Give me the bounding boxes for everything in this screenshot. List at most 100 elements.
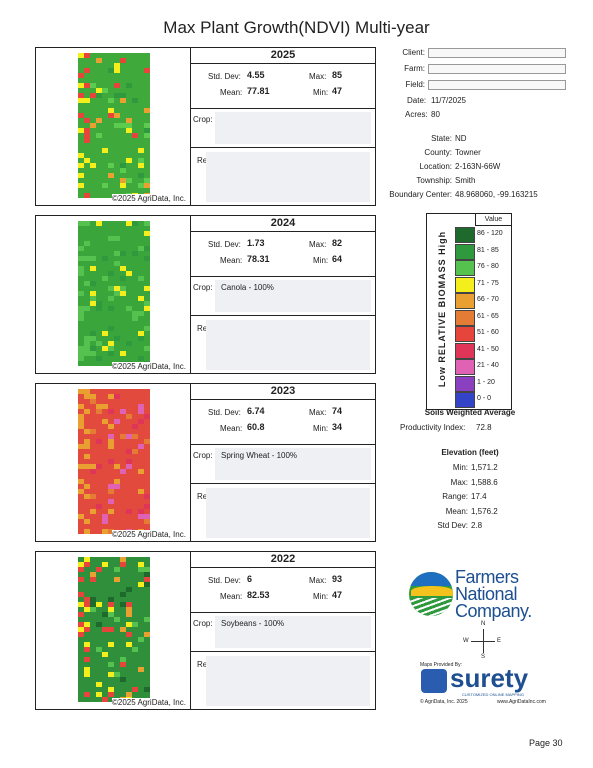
map-copyright: ©2025 AgriData, Inc. (112, 698, 186, 707)
map-cell (108, 306, 114, 311)
map-copyright: ©2025 AgriData, Inc. (112, 362, 186, 371)
map-cell (108, 484, 114, 489)
map-cell (138, 296, 144, 301)
map-cell (78, 113, 84, 118)
map-cell (96, 301, 102, 306)
map-cell (84, 494, 90, 499)
map-cell (102, 148, 108, 153)
map-cell (90, 93, 96, 98)
map-cell (84, 557, 90, 562)
map-cell (108, 444, 114, 449)
legend-range: 21 - 40 (477, 362, 499, 369)
map-cell (84, 158, 90, 163)
map-cell (138, 183, 144, 188)
map-cell (90, 351, 96, 356)
map-cell (114, 672, 120, 677)
elevation-value: 1,576.2 (471, 506, 498, 516)
map-cell (78, 414, 84, 419)
map-cell (102, 404, 108, 409)
map-cell (96, 133, 102, 138)
map-cell (138, 158, 144, 163)
map-copyright: ©2025 AgriData, Inc. (112, 530, 186, 539)
map-cell (90, 429, 96, 434)
map-cell (114, 123, 120, 128)
map-cell (90, 123, 96, 128)
map-cell (120, 592, 126, 597)
year-header: 2022 (191, 552, 375, 568)
map-cell (84, 306, 90, 311)
map-cell (126, 271, 132, 276)
map-cell (120, 562, 126, 567)
map-cell (138, 148, 144, 153)
map-cell (108, 409, 114, 414)
compass-w: W (463, 638, 469, 644)
map-cell (144, 183, 150, 188)
map-cell (138, 409, 144, 414)
map-cell (78, 562, 84, 567)
map-cell (102, 331, 108, 336)
map-cell (126, 459, 132, 464)
mean-label: Mean: (220, 592, 243, 601)
legend-swatch (455, 260, 475, 276)
map-cell (138, 419, 144, 424)
map-cell (144, 582, 150, 587)
map-cell (114, 83, 120, 88)
compass-s: S (481, 654, 486, 660)
map-cell (144, 256, 150, 261)
map-cell (84, 281, 90, 286)
max-value: 82 (332, 238, 343, 248)
legend-range: 41 - 50 (477, 345, 499, 353)
map-cell (78, 183, 84, 188)
mean-value: 60.8 (247, 422, 265, 432)
map-cell (114, 479, 120, 484)
map-cell (84, 657, 90, 662)
map-cell (144, 178, 150, 183)
mean-label: Mean: (220, 256, 243, 265)
map-cell (132, 316, 138, 321)
map-cell (144, 504, 150, 509)
map-cell (120, 183, 126, 188)
map-cell (102, 256, 108, 261)
map-cell (120, 251, 126, 256)
field-label: Client: (402, 48, 425, 57)
legend-swatch (455, 293, 475, 309)
map-cell (90, 281, 96, 286)
min-value: 47 (332, 590, 343, 600)
map-cell (102, 88, 108, 93)
map-cell (108, 296, 114, 301)
date-label: Date: (407, 96, 427, 105)
map-cell (90, 509, 96, 514)
map-cell (144, 128, 150, 133)
map-cell (144, 123, 150, 128)
location-value: ND (455, 134, 467, 143)
location-value: 48.968060, -99.163215 (455, 190, 538, 199)
map-cell (114, 617, 120, 622)
map-cell (78, 73, 84, 78)
map-cell (90, 577, 96, 582)
map-cell (126, 128, 132, 133)
map-cell (102, 183, 108, 188)
soils-label: Productivity Index: (400, 423, 466, 432)
map-cell (96, 647, 102, 652)
map-cell (132, 251, 138, 256)
logo-sky (409, 572, 453, 586)
map-cell (90, 597, 96, 602)
map-cell (114, 394, 120, 399)
map-cell (126, 509, 132, 514)
map-cell (108, 424, 114, 429)
map-cell (126, 464, 132, 469)
map-cell (102, 346, 108, 351)
map-cell (126, 612, 132, 617)
elevation-label: Std Dev: (437, 521, 468, 530)
map-cell (102, 612, 108, 617)
map-cell (120, 677, 126, 682)
map-cell (132, 133, 138, 138)
map-cell (108, 286, 114, 291)
map-cell (90, 301, 96, 306)
min-label: Min: (313, 592, 329, 601)
map-cell (126, 642, 132, 647)
map-cell (90, 602, 96, 607)
map-box: ©2025 AgriData, Inc. (36, 48, 191, 205)
map-cell (138, 173, 144, 178)
map-cell (114, 63, 120, 68)
